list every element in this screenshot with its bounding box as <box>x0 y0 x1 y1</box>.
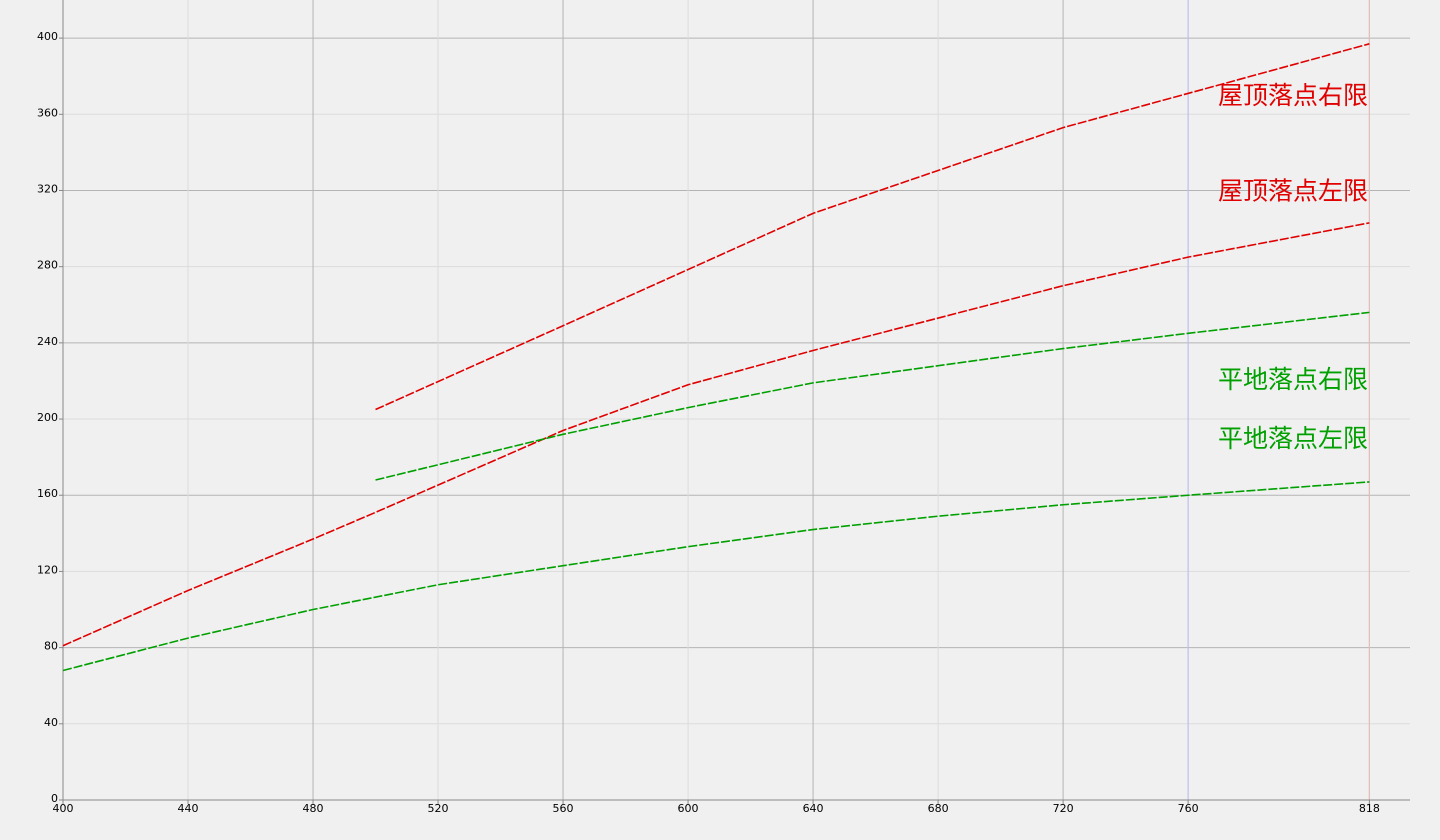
y-tick-label: 160 <box>37 487 58 500</box>
x-tick-label: 440 <box>178 802 199 815</box>
series-label: 平地落点左限 <box>1218 424 1368 453</box>
y-tick-label: 80 <box>44 640 58 653</box>
series-line <box>62 222 1370 647</box>
x-tick-label: 520 <box>428 802 449 815</box>
series-line <box>62 481 1370 672</box>
y-tick-label: 40 <box>44 716 58 729</box>
x-tick-label: 560 <box>553 802 574 815</box>
y-tick-label: 400 <box>37 30 58 43</box>
x-tick-label: 720 <box>1053 802 1074 815</box>
y-tick-label: 120 <box>37 563 58 576</box>
y-tick-label: 200 <box>37 411 58 424</box>
series-label: 屋顶落点左限 <box>1218 176 1368 205</box>
y-tick-label: 360 <box>37 106 58 119</box>
x-tick-label: 680 <box>928 802 949 815</box>
y-tick-label: 240 <box>37 335 58 348</box>
x-tick-label: 640 <box>803 802 824 815</box>
x-tick-label: 400 <box>53 802 74 815</box>
x-tick-label: 480 <box>303 802 324 815</box>
x-tick-label: 818 <box>1359 802 1380 815</box>
x-tick-label: 760 <box>1178 802 1199 815</box>
x-tick-label: 600 <box>678 802 699 815</box>
y-tick-label: 0 <box>51 792 58 805</box>
y-tick-label: 280 <box>37 259 58 272</box>
series-line <box>375 43 1370 411</box>
series-line <box>375 311 1370 481</box>
series-label: 屋顶落点右限 <box>1218 81 1368 110</box>
y-tick-label: 320 <box>37 182 58 195</box>
series-label: 平地落点右限 <box>1218 365 1368 394</box>
